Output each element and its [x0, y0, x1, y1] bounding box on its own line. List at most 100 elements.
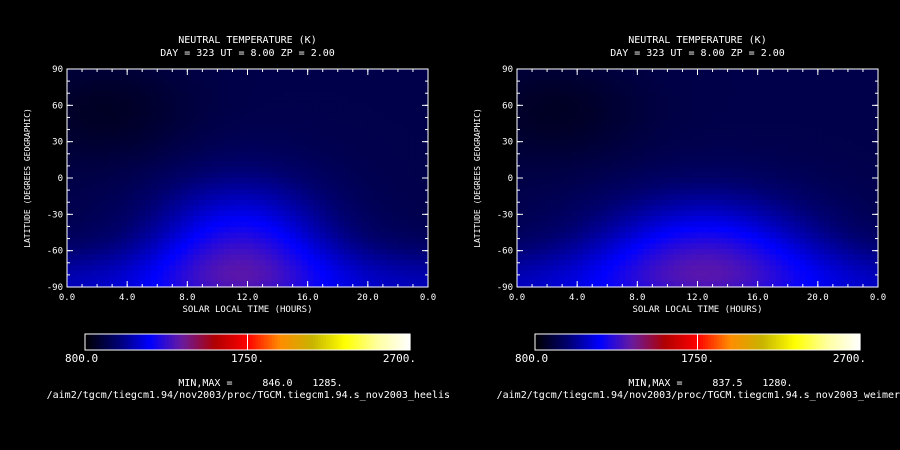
heatmap-cell [805, 161, 813, 168]
heatmap-cell [121, 276, 128, 283]
heatmap-cell [805, 227, 813, 234]
heatmap-cell [607, 254, 614, 261]
heatmap-cell [349, 270, 357, 277]
heatmap-cell [865, 96, 873, 103]
heatmap-cell [679, 112, 687, 119]
heatmap-cell [193, 216, 200, 223]
heatmap-cell [763, 112, 771, 119]
colorbar-segment [285, 334, 289, 350]
heatmap-cell [151, 243, 158, 250]
heatmap-cell [619, 248, 626, 255]
heatmap-cell [823, 112, 831, 119]
heatmap-cell [151, 128, 158, 135]
heatmap-cell [79, 199, 86, 206]
heatmap-cell [139, 178, 146, 185]
heatmap-cell [163, 254, 170, 261]
heatmap-cell [343, 101, 351, 108]
heatmap-cell [169, 96, 176, 103]
heatmap-cell [133, 178, 140, 185]
heatmap-cell [709, 139, 717, 146]
heatmap-cell [535, 161, 542, 168]
heatmap-cell [709, 172, 717, 179]
heatmap-cell [853, 112, 861, 119]
heatmap-cell [301, 232, 309, 239]
heatmap-cell [283, 188, 291, 195]
heatmap-cell [685, 194, 693, 201]
heatmap-cell [769, 128, 777, 135]
heatmap-cell [307, 188, 315, 195]
heatmap-cell [337, 79, 345, 86]
heatmap-cell [253, 265, 261, 272]
heatmap-cell [679, 145, 687, 152]
heatmap-cell [265, 118, 273, 125]
heatmap-cell [709, 107, 717, 114]
heatmap-cell [307, 156, 315, 163]
heatmap-cell [679, 85, 687, 92]
heatmap-cell [133, 270, 140, 277]
heatmap-cell [301, 210, 309, 217]
heatmap-cell [787, 227, 795, 234]
heatmap-cell [343, 150, 351, 157]
heatmap-cell [193, 123, 200, 130]
heatmap-cell [817, 134, 825, 141]
heatmap-cell [703, 270, 711, 277]
heatmap-cell [91, 167, 98, 174]
heatmap-cell [733, 205, 741, 212]
heatmap-cell [145, 183, 152, 190]
heatmap-cell [673, 134, 681, 141]
heatmap-cell [379, 270, 387, 277]
heatmap-cell [349, 156, 357, 163]
heatmap-cell [535, 205, 542, 212]
heatmap-cell [289, 259, 297, 266]
heatmap-cell [727, 79, 735, 86]
heatmap-cell [235, 232, 243, 239]
heatmap-cell [193, 248, 200, 255]
heatmap-cell [199, 107, 206, 114]
heatmap-cell [565, 90, 572, 97]
heatmap-cell [385, 139, 393, 146]
heatmap-cell [841, 194, 849, 201]
colorbar-segment [196, 334, 200, 350]
heatmap-cell [157, 69, 164, 76]
heatmap-cell [619, 188, 626, 195]
heatmap-cell [337, 107, 345, 114]
heatmap-cell [517, 194, 524, 201]
heatmap-cell [847, 243, 855, 250]
heatmap-cell [679, 183, 687, 190]
heatmap-cell [175, 101, 182, 108]
heatmap-cell [847, 74, 855, 81]
heatmap-cell [595, 254, 602, 261]
heatmap-cell [181, 248, 188, 255]
colorbar-segment [217, 334, 222, 350]
heatmap-cell [673, 101, 681, 108]
heatmap-cell [793, 232, 801, 239]
heatmap-cell [85, 161, 92, 168]
heatmap-cell [775, 85, 783, 92]
heatmap-cell [679, 276, 687, 283]
heatmap-cell [589, 254, 596, 261]
heatmap-cell [589, 270, 596, 277]
heatmap-cell [313, 123, 321, 130]
heatmap-cell [733, 216, 741, 223]
heatmap-cell [799, 188, 807, 195]
heatmap-cell [721, 74, 729, 81]
heatmap-cell [715, 74, 723, 81]
heatmap-cell [841, 90, 849, 97]
heatmap-cell [115, 265, 122, 272]
heatmap-cell [343, 107, 351, 114]
heatmap-cell [187, 79, 194, 86]
heatmap-cell [721, 237, 729, 244]
heatmap-cell [103, 69, 110, 76]
heatmap-cell [145, 232, 152, 239]
heatmap-cell [379, 69, 387, 76]
heatmap-cell [157, 227, 164, 234]
heatmap-cell [547, 221, 554, 228]
heatmap-cell [709, 205, 717, 212]
heatmap-cell [559, 90, 566, 97]
heatmap-cell [841, 134, 849, 141]
heatmap-cell [403, 139, 411, 146]
heatmap-cell [403, 74, 411, 81]
heatmap-cell [733, 107, 741, 114]
heatmap-cell [355, 74, 363, 81]
heatmap-cell [241, 85, 249, 92]
